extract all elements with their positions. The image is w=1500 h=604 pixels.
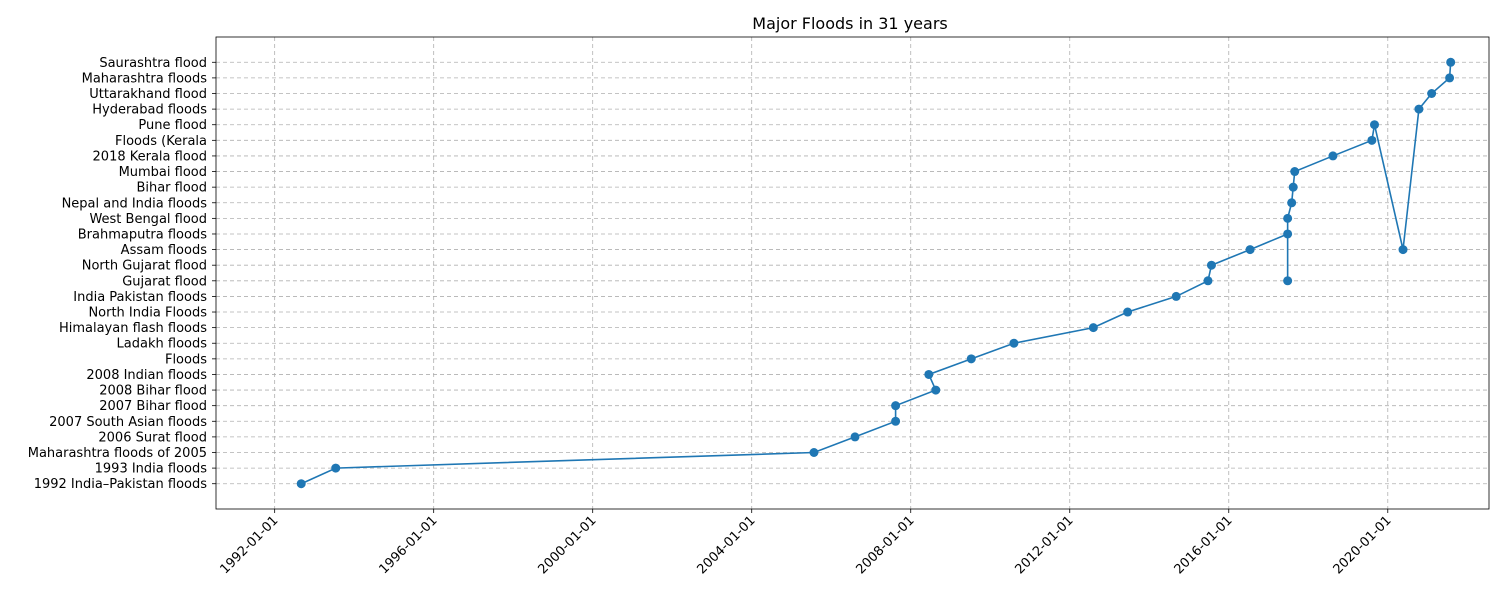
data-point: [1398, 245, 1408, 255]
data-point: [891, 416, 901, 426]
data-point: [1290, 167, 1300, 177]
y-tick-label: 2007 South Asian floods: [49, 415, 207, 430]
chart-title: Major Floods in 31 years: [752, 14, 947, 33]
plot-frame: [215, 36, 1490, 510]
y-tick-label: 1993 India floods: [95, 462, 208, 477]
y-tick-label: Mumbai flood: [119, 165, 207, 180]
data-point: [1206, 260, 1216, 270]
data-point: [1445, 73, 1455, 83]
y-tick-label: Floods: [165, 352, 207, 367]
data-point: [1367, 135, 1377, 145]
y-tick-label: 2008 Indian floods: [86, 368, 207, 383]
data-point: [924, 369, 934, 379]
data-point: [1171, 291, 1181, 301]
y-tick-label: 2008 Bihar flood: [99, 384, 207, 399]
data-point: [1288, 182, 1298, 192]
y-tick-label: Gujarat flood: [122, 274, 207, 289]
data-point: [891, 401, 901, 411]
data-point: [1328, 151, 1338, 161]
y-tick-label: Hyderabad floods: [92, 103, 207, 118]
y-tick-label: 1992 India–Pakistan floods: [34, 477, 208, 492]
data-point: [1203, 276, 1213, 286]
data-point: [850, 432, 860, 442]
data-point: [1369, 120, 1379, 130]
data-point: [809, 447, 819, 457]
data-point: [1446, 57, 1456, 67]
y-tick-label: West Bengal flood: [89, 212, 207, 227]
y-tick-label: 2006 Surat flood: [98, 430, 207, 445]
y-tick-label: North India Floods: [88, 306, 207, 321]
data-point: [966, 354, 976, 364]
y-tick-label: Himalayan flash floods: [59, 321, 207, 336]
y-tick-label: Pune flood: [138, 118, 207, 133]
y-tick-label: North Gujarat flood: [82, 259, 207, 274]
data-point: [931, 385, 941, 395]
y-tick-label: Bihar flood: [136, 181, 207, 196]
grid: [216, 37, 1489, 509]
data-point: [1427, 89, 1437, 99]
data-point: [1123, 307, 1133, 317]
data-point: [1283, 229, 1293, 239]
data-point: [1287, 198, 1297, 208]
data-point: [296, 479, 306, 489]
y-tick-label: Assam floods: [121, 243, 208, 258]
y-tick-label: Floods (Kerala: [115, 134, 207, 149]
data-point: [1245, 245, 1255, 255]
data-point: [1283, 213, 1293, 223]
y-tick-label: Ladakh floods: [117, 337, 208, 352]
y-tick-label: 2007 Bihar flood: [99, 399, 207, 414]
data-point: [1414, 104, 1424, 114]
data-point: [331, 463, 341, 473]
data-point: [1283, 276, 1293, 286]
y-tick-label: Maharashtra floods: [82, 71, 208, 86]
y-tick-label: Nepal and India floods: [62, 196, 208, 211]
y-tick-label: Saurashtra flood: [99, 56, 207, 71]
data-points: [296, 57, 1456, 489]
data-point: [1088, 323, 1098, 333]
y-tick-label: Brahmaputra floods: [78, 227, 207, 242]
y-tick-label: 2018 Kerala flood: [93, 149, 207, 164]
data-point: [1009, 338, 1019, 348]
y-tick-label: India Pakistan floods: [73, 290, 207, 305]
y-tick-label: Maharashtra floods of 2005: [28, 446, 207, 461]
y-tick-label: Uttarakhand flood: [89, 87, 207, 102]
